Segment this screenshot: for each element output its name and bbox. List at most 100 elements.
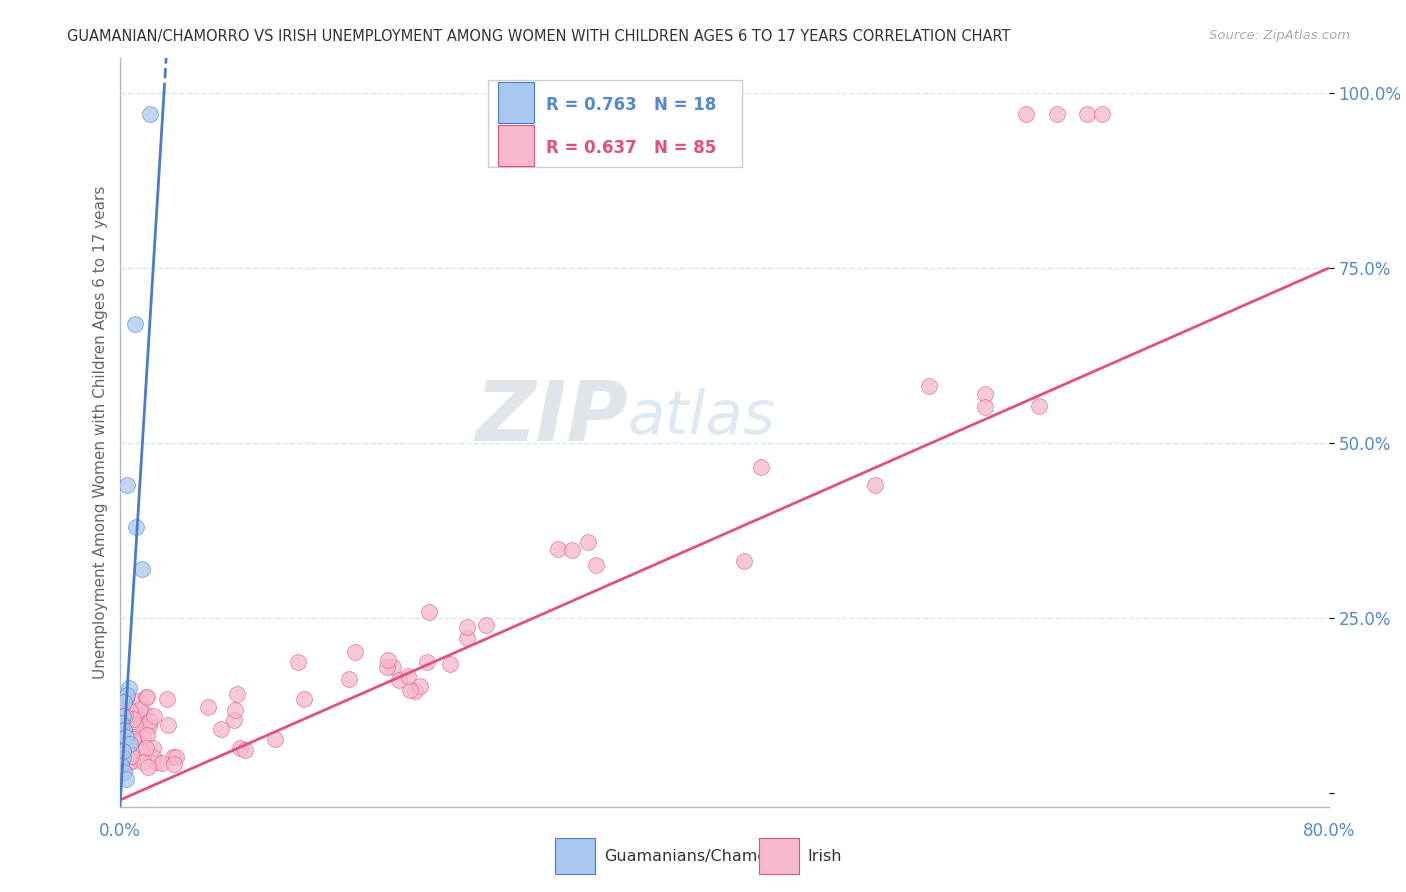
Point <box>124 730 146 744</box>
Point <box>375 660 398 674</box>
Point <box>114 709 136 723</box>
Point <box>229 740 252 755</box>
Point <box>117 736 139 750</box>
Point <box>129 743 152 757</box>
Text: Irish: Irish <box>807 849 842 863</box>
Text: R = 0.637   N = 85: R = 0.637 N = 85 <box>547 138 717 157</box>
Point <box>165 750 187 764</box>
Point <box>117 751 139 765</box>
Point <box>416 655 439 669</box>
Point <box>292 692 315 706</box>
FancyBboxPatch shape <box>498 125 534 167</box>
Point <box>127 713 149 727</box>
Point <box>114 772 136 787</box>
Point <box>121 735 143 749</box>
Point <box>264 732 287 747</box>
Point <box>132 730 155 744</box>
Point <box>1076 107 1098 121</box>
Point <box>112 765 135 780</box>
Point <box>135 741 157 756</box>
Point <box>121 731 143 746</box>
Point <box>142 741 165 756</box>
Point <box>733 554 755 568</box>
Point <box>155 691 177 706</box>
Point <box>547 541 569 556</box>
Point <box>115 688 138 702</box>
Point <box>114 691 136 706</box>
Point <box>344 645 367 659</box>
Point <box>226 687 249 701</box>
Point <box>131 562 153 576</box>
Point <box>121 755 143 769</box>
Point <box>1091 107 1114 121</box>
Point <box>138 719 160 733</box>
Point <box>377 653 399 667</box>
Point <box>117 754 139 768</box>
Point <box>1015 107 1038 121</box>
Point <box>117 681 139 696</box>
Point <box>111 751 134 765</box>
Point <box>128 719 150 733</box>
Point <box>135 690 157 705</box>
Point <box>112 711 135 725</box>
Point <box>143 708 166 723</box>
Point <box>110 716 132 731</box>
Point <box>146 756 169 770</box>
Point <box>127 694 149 708</box>
FancyBboxPatch shape <box>498 82 534 123</box>
Point <box>111 701 134 715</box>
Point <box>439 657 461 672</box>
Point <box>418 606 440 620</box>
Point <box>585 558 607 573</box>
Point <box>456 620 478 634</box>
Point <box>110 758 132 772</box>
Text: atlas: atlas <box>627 388 775 447</box>
Text: 80.0%: 80.0% <box>1302 822 1355 840</box>
Text: R = 0.763   N = 18: R = 0.763 N = 18 <box>547 95 717 113</box>
Point <box>128 702 150 716</box>
Point <box>138 107 162 121</box>
Point <box>115 756 138 770</box>
Point <box>112 695 135 709</box>
Point <box>918 378 941 392</box>
Point <box>287 655 309 669</box>
Point <box>399 683 422 698</box>
Point <box>114 730 136 744</box>
Point <box>120 737 142 751</box>
Point <box>132 755 155 769</box>
Point <box>224 703 246 717</box>
Point <box>749 460 772 475</box>
Point <box>111 709 134 723</box>
Text: Guamanians/Chamorros: Guamanians/Chamorros <box>605 849 799 863</box>
Point <box>163 757 186 772</box>
Point <box>135 728 157 742</box>
Point <box>112 723 135 738</box>
Point <box>112 758 135 772</box>
Point <box>138 714 160 728</box>
Point <box>381 660 404 674</box>
Point <box>235 743 257 757</box>
Point <box>404 683 426 698</box>
Point <box>121 712 143 726</box>
Point <box>1045 107 1069 121</box>
Point <box>337 673 360 687</box>
Text: ZIP: ZIP <box>475 377 627 458</box>
Point <box>409 679 432 693</box>
Point <box>115 478 138 492</box>
Point <box>120 749 142 764</box>
Point <box>224 713 246 727</box>
Point <box>157 717 180 731</box>
Point <box>396 669 419 683</box>
Point <box>561 543 583 558</box>
Point <box>142 750 165 764</box>
Point <box>134 706 156 721</box>
Point <box>124 317 146 331</box>
Point <box>125 520 148 534</box>
Point <box>110 717 132 731</box>
Point <box>973 386 995 401</box>
Y-axis label: Unemployment Among Women with Children Ages 6 to 17 years: Unemployment Among Women with Children A… <box>93 186 108 680</box>
Point <box>576 534 599 549</box>
Point <box>974 401 997 415</box>
Point <box>1028 399 1050 413</box>
Point <box>209 722 232 736</box>
